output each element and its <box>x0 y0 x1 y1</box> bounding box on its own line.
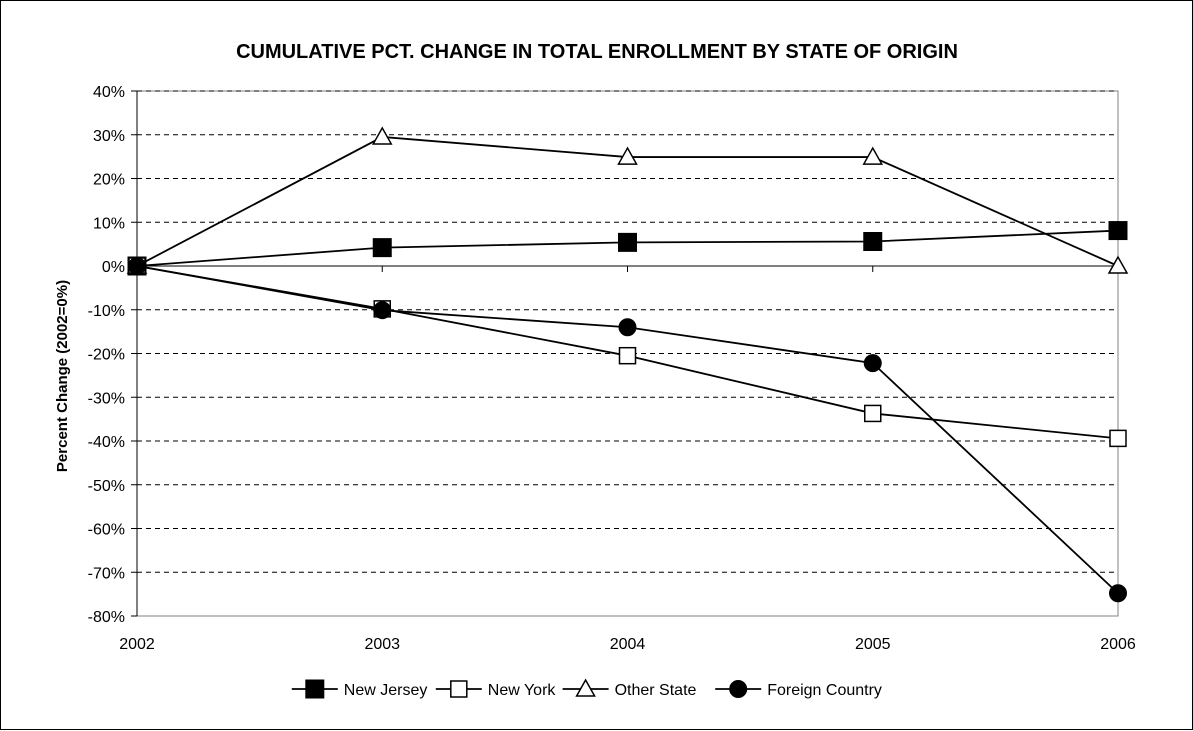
x-tick-label: 2003 <box>364 636 400 653</box>
x-tick-label: 2004 <box>610 636 646 653</box>
point-other-state <box>371 126 393 145</box>
x-axis: 2002 2003 2004 2005 2006 <box>119 265 1136 653</box>
y-tick-label: 40% <box>93 84 125 101</box>
point-foreign-country <box>128 257 146 275</box>
x-tick-label: 2002 <box>119 636 155 653</box>
x-tick-label: 2006 <box>1100 636 1136 653</box>
point-foreign-country <box>1109 584 1127 603</box>
x-tick-label: 2005 <box>855 636 891 653</box>
y-tick-label: -50% <box>88 478 125 495</box>
point-new-york <box>864 404 882 423</box>
legend-item-new-jersey: New Jersey <box>291 679 428 699</box>
y-tick-label: 10% <box>93 215 125 232</box>
point-new-jersey <box>618 232 637 252</box>
y-axis: 40% 30% 20% 10% 0% -10% -20% -30% -40% -50% -60% -7… <box>88 84 138 626</box>
legend-marker-foreign-country <box>729 680 748 698</box>
legend-item-foreign-country: Foreign Country <box>715 680 882 699</box>
legend-label-new-jersey: New Jersey <box>344 682 428 699</box>
y-tick-label: -80% <box>88 609 125 626</box>
series-foreign-country <box>128 257 1127 603</box>
point-other-state <box>862 146 884 165</box>
legend-label-other-state: Other State <box>615 682 697 699</box>
point-new-jersey <box>372 238 392 258</box>
point-new-jersey <box>1108 221 1128 241</box>
y-tick-label: 30% <box>93 128 125 145</box>
point-new-jersey <box>863 232 883 251</box>
point-new-york <box>618 346 637 365</box>
chart-title: CUMULATIVE PCT. CHANGE IN TOTAL ENROLLME… <box>236 41 958 63</box>
y-tick-label: -20% <box>88 347 125 364</box>
legend-marker-other-state <box>575 678 596 697</box>
y-tick-label: -60% <box>88 522 125 539</box>
point-other-state <box>1107 255 1129 274</box>
y-axis-title: Percent Change (2002=0%) <box>54 280 71 472</box>
y-tick-label: -30% <box>88 390 125 407</box>
point-foreign-country <box>373 301 392 320</box>
legend-item-other-state: Other State <box>562 678 697 699</box>
plot-area <box>136 90 1119 617</box>
legend-item-new-york: New York <box>435 680 557 699</box>
point-foreign-country <box>863 354 882 373</box>
legend-label-new-york: New York <box>488 682 557 699</box>
y-tick-label: -40% <box>88 434 125 451</box>
y-tick-label: 0% <box>102 259 125 276</box>
point-new-york <box>1109 429 1127 448</box>
y-tick-label: -10% <box>88 303 125 320</box>
legend-marker-new-york <box>450 680 468 698</box>
series-layer <box>126 126 1129 603</box>
point-other-state <box>617 146 638 165</box>
y-tick-label: 20% <box>93 172 125 189</box>
legend-marker-new-jersey <box>305 679 325 699</box>
y-tick-label: -70% <box>88 565 125 582</box>
point-foreign-country <box>618 318 637 337</box>
legend: New Jersey New York Other State Foreign Cou… <box>291 678 882 699</box>
legend-label-foreign-country: Foreign Country <box>767 682 882 699</box>
